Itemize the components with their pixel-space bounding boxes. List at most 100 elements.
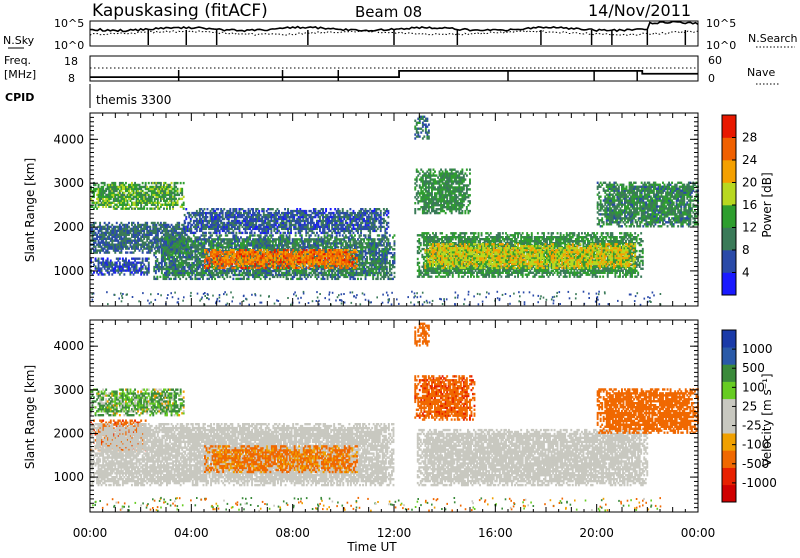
heatmap-cell [360,234,362,236]
heatmap-cell [229,276,231,278]
heatmap-cell [366,256,368,258]
heatmap-cell [272,234,274,236]
heatmap-cell [389,234,391,236]
heatmap-cell [207,216,209,218]
heatmap-cell [183,202,185,204]
heatmap-cell [205,232,207,234]
heatmap-cell [260,234,262,236]
heatmap-cell [374,238,376,240]
heatmap-cell [223,208,225,210]
nsky-trace [90,22,698,32]
heatmap-cell [389,260,391,262]
heatmap-cell [223,278,225,280]
heatmap-cell [280,232,282,234]
heatmap-cell [185,208,187,210]
heatmap-cell [204,208,206,210]
heatmap-cell [287,278,289,280]
heatmap-cell [289,234,291,236]
heatmap-cell [278,210,280,212]
heatmap-cell [207,208,209,210]
heatmap-cell [191,278,193,280]
heatmap-cell [205,234,207,236]
cpid-value: themis 3300 [96,93,171,107]
heatmap-cell [318,234,320,236]
heatmap-cell [187,226,189,228]
heatmap-cell [93,271,95,273]
heatmap-cell [146,222,148,224]
heatmap-cell [183,208,185,210]
heatmap-cell [287,208,289,210]
heatmap-cell [394,266,396,268]
heatmap-cell [108,222,110,224]
heatmap-cell [210,232,212,234]
heatmap-cell [95,184,97,186]
nave-tick-top: 60 [708,54,722,67]
heatmap-cell [295,232,297,234]
heatmap-cell [295,234,297,236]
heatmap-cell [95,222,97,224]
heatmap-cell [156,276,158,278]
heatmap-cell [252,208,254,210]
heatmap-cell [166,262,168,264]
heatmap-cell [148,182,150,184]
heatmap-cell [98,258,100,260]
heatmap-cell [226,234,228,236]
heatmap-cell [301,278,303,280]
heatmap-cell [284,232,286,234]
heatmap-cell [391,272,393,274]
heatmap-cell [339,234,341,236]
heatmap-cell [183,182,185,184]
heatmap-cell [387,238,389,240]
freq-trace [90,71,698,77]
heatmap-cell [394,252,396,254]
freq-tick-bottom: 8 [68,72,75,85]
heatmap-cell [146,208,148,210]
heatmap-cell [107,258,109,260]
heatmap-cell [258,210,260,212]
heatmap-cell [128,222,130,224]
nsky-traces [90,22,698,46]
heatmap-cell [127,251,129,253]
heatmap-cell [185,216,187,218]
heatmap-cell [336,234,338,236]
heatmap-cell [254,234,256,236]
heatmap-cell [102,258,104,260]
nsky-label: N.Sky [3,34,35,47]
heatmap-cell [98,184,100,186]
heatmap-cell [119,262,121,264]
heatmap-cell [211,234,213,236]
heatmap-cell [315,234,317,236]
heatmap-cell [170,234,172,236]
heatmap-cell [161,236,163,238]
heatmap-cell [260,278,262,280]
heatmap-cell [176,234,178,236]
heatmap-cell [177,188,179,190]
heatmap-cell [142,182,144,184]
nsky-tick-top: 10^5 [54,17,84,30]
heatmap-cell [254,232,256,234]
heatmap-cell [171,182,173,184]
heatmap-cell [220,234,222,236]
heatmap-cell [283,234,285,236]
heatmap-cell [310,234,312,236]
heatmap-cell [365,234,367,236]
heatmap-cell [170,278,172,280]
heatmap-cell [242,232,244,234]
freq-tick-top: 18 [64,55,78,68]
heatmap-cell [125,258,127,260]
nsearch-tick-top: 10^5 [706,17,736,30]
heatmap-cell [177,182,179,184]
heatmap-cell [246,232,248,234]
heatmap-cell [114,182,116,184]
heatmap-cell [185,278,187,280]
nave-label: Nave [747,66,775,79]
power-heatmap [90,116,699,306]
heatmap-cell [269,278,271,280]
heatmap-cell [156,258,158,260]
heatmap-cell [263,208,265,210]
heatmap-cell [284,208,286,210]
heatmap-cell [148,262,150,264]
nsearch-label: N.Search [748,32,798,45]
